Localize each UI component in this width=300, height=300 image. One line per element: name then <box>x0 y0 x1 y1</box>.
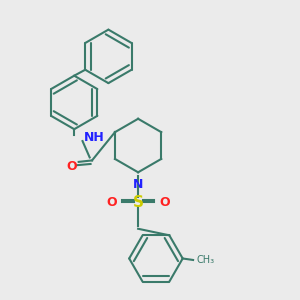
Text: O: O <box>106 196 117 208</box>
Text: O: O <box>159 196 169 208</box>
Text: CH₃: CH₃ <box>196 255 214 265</box>
Text: N: N <box>133 178 143 190</box>
Text: NH: NH <box>84 131 104 144</box>
Text: S: S <box>133 194 144 209</box>
Text: O: O <box>66 160 76 173</box>
